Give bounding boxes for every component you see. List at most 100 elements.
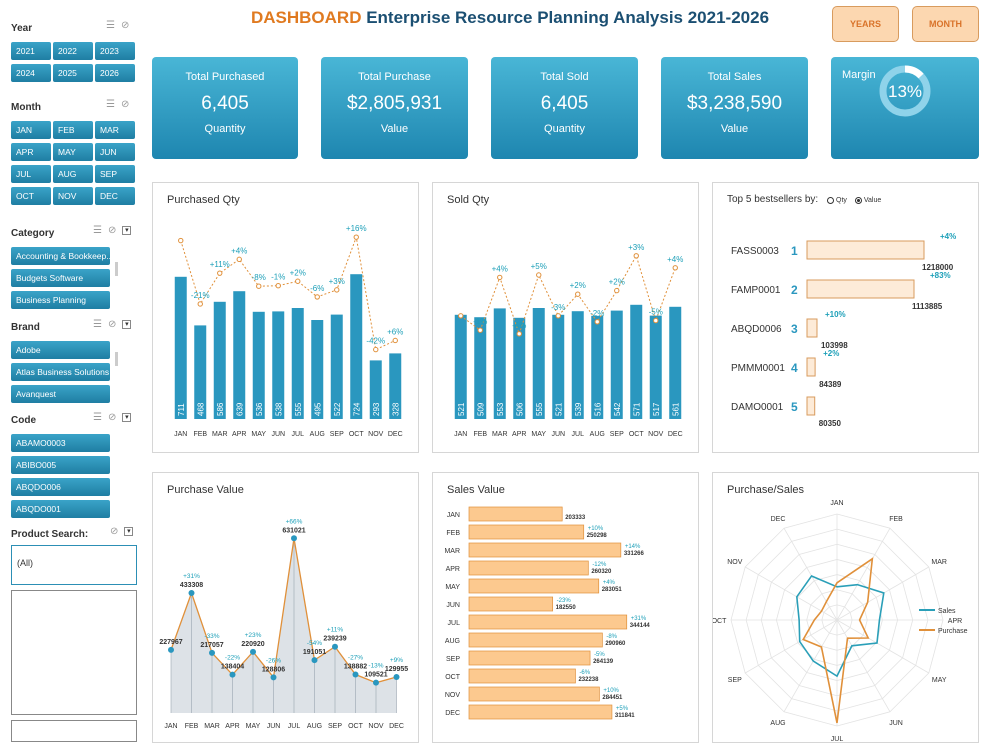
area-fill [171, 538, 397, 713]
data-point [393, 674, 400, 681]
year-2021-button[interactable]: 2021 [11, 42, 51, 60]
x-tick-label: MAR [204, 723, 220, 730]
x-tick-label: DEC [388, 431, 403, 438]
month-oct-button[interactable]: OCT [11, 187, 51, 205]
year-2022-button[interactable]: 2022 [53, 42, 93, 60]
radio-label: Value [863, 197, 882, 204]
multi-select-icon[interactable]: ☰ [93, 225, 102, 236]
change-label: -2% [590, 309, 604, 318]
brand-item[interactable]: Avanquest [11, 385, 110, 403]
x-tick-label: OCT [349, 431, 365, 438]
year-filter-label: Year [11, 23, 33, 34]
title-text: Enterprise Resource Planning Analysis 20… [361, 8, 770, 27]
value-radio[interactable]: Value [854, 197, 882, 204]
year-2024-button[interactable]: 2024 [11, 64, 51, 82]
kpi-value: 6,405 [201, 93, 249, 114]
year-2025-button[interactable]: 2025 [53, 64, 93, 82]
month-filter-label: Month [11, 102, 41, 113]
kpi-title: Total Sold [540, 71, 589, 83]
bar [311, 320, 324, 419]
category-filter-tools: ☰ ⊘ ▾ [93, 225, 132, 236]
purchased-qty-panel: Purchased Qty 711 JAN 468 FEB 586 MAR 639 APR 53… [152, 182, 419, 453]
change-label: +11% [210, 260, 230, 269]
change-label: -42% [366, 337, 385, 346]
brand-item[interactable]: Atlas Business Solutions [11, 363, 110, 381]
month-jan-button[interactable]: JAN [11, 121, 51, 139]
bar [513, 317, 526, 419]
product-search-list[interactable] [11, 590, 137, 715]
bar [669, 306, 682, 419]
multi-select-icon[interactable]: ☰ [93, 412, 102, 423]
dropdown-arrow-icon[interactable]: ▾ [122, 226, 132, 235]
code-item[interactable]: ABQDO006 [11, 478, 110, 496]
radar-axis-label: JUL [831, 736, 844, 743]
value-label: 433308 [180, 582, 203, 589]
category-slicer: Accounting & Bookkeep... Budgets Softwar… [11, 247, 110, 309]
bar [213, 301, 226, 419]
month-apr-button[interactable]: APR [11, 143, 51, 161]
month-nov-button[interactable]: NOV [53, 187, 93, 205]
radar-series-sales [796, 574, 885, 678]
change-label: -4% [512, 321, 526, 330]
year-2023-button[interactable]: 2023 [95, 42, 135, 60]
y-tick-label: MAY [445, 584, 460, 591]
change-label: -33% [204, 633, 219, 640]
change-label: +5% [616, 706, 629, 712]
month-aug-button[interactable]: AUG [53, 165, 93, 183]
product-search-selection[interactable]: (All) [11, 545, 137, 585]
bar [272, 311, 285, 419]
kpi-unit: Value [720, 123, 749, 135]
multi-select-icon[interactable]: ☰ [106, 20, 115, 31]
radar-axis-label: JAN [830, 500, 843, 507]
x-tick-label: APR [225, 723, 239, 730]
brand-item[interactable]: Adobe [11, 341, 110, 359]
category-item[interactable]: Accounting & Bookkeep... [11, 247, 110, 265]
bar-value-label: 331266 [624, 551, 645, 557]
code-item[interactable]: ABIBO005 [11, 456, 110, 474]
code-item[interactable]: ABAMO0003 [11, 434, 110, 452]
clear-filter-icon[interactable]: ⊘ [110, 526, 119, 537]
category-item[interactable]: Budgets Software [11, 269, 110, 287]
product-search-input[interactable] [11, 720, 137, 742]
bar-value-label: 522 [333, 402, 342, 416]
month-dec-button[interactable]: DEC [95, 187, 135, 205]
clear-filter-icon[interactable]: ⊘ [120, 20, 130, 31]
bestseller-change-label: +2% [823, 349, 839, 358]
dropdown-arrow-icon[interactable]: ▾ [124, 527, 134, 536]
x-tick-label: SEP [328, 723, 342, 730]
multi-select-icon[interactable]: ☰ [106, 99, 115, 110]
clear-filter-icon[interactable]: ⊘ [107, 225, 117, 236]
multi-select-icon[interactable]: ☰ [93, 319, 102, 330]
month-jul-button[interactable]: JUL [11, 165, 51, 183]
month-jun-button[interactable]: JUN [95, 143, 135, 161]
category-scrollbar[interactable] [115, 262, 118, 276]
radar-axis-label: FEB [889, 516, 903, 523]
bar-value-label: 517 [652, 402, 661, 416]
bar [591, 315, 604, 419]
years-button[interactable]: YEARS [832, 6, 899, 42]
month-feb-button[interactable]: FEB [53, 121, 93, 139]
month-may-button[interactable]: MAY [53, 143, 93, 161]
bar [468, 524, 585, 540]
code-item[interactable]: ABQDO001 [11, 500, 110, 518]
x-tick-label: DEC [389, 723, 404, 730]
dropdown-arrow-icon[interactable]: ▾ [122, 413, 132, 422]
month-button[interactable]: MONTH [912, 6, 979, 42]
category-item[interactable]: Business Planning [11, 291, 110, 309]
clear-filter-icon[interactable]: ⊘ [107, 319, 117, 330]
change-label: +6% [387, 327, 403, 336]
radar-spoke [836, 619, 891, 712]
year-2026-button[interactable]: 2026 [95, 64, 135, 82]
clear-filter-icon[interactable]: ⊘ [120, 99, 130, 110]
chart-title: Top 5 bestsellers by: [727, 194, 819, 205]
bar-value-label: 283051 [602, 587, 623, 593]
clear-filter-icon[interactable]: ⊘ [107, 412, 117, 423]
y-tick-label: JUN [446, 602, 460, 609]
month-sep-button[interactable]: SEP [95, 165, 135, 183]
page-title: DASHBOARD Enterprise Resource Planning A… [230, 8, 790, 28]
qty-radio[interactable]: Qty [827, 197, 847, 204]
brand-scrollbar[interactable] [115, 352, 118, 366]
month-mar-button[interactable]: MAR [95, 121, 135, 139]
change-point [594, 319, 600, 325]
dropdown-arrow-icon[interactable]: ▾ [122, 320, 132, 329]
